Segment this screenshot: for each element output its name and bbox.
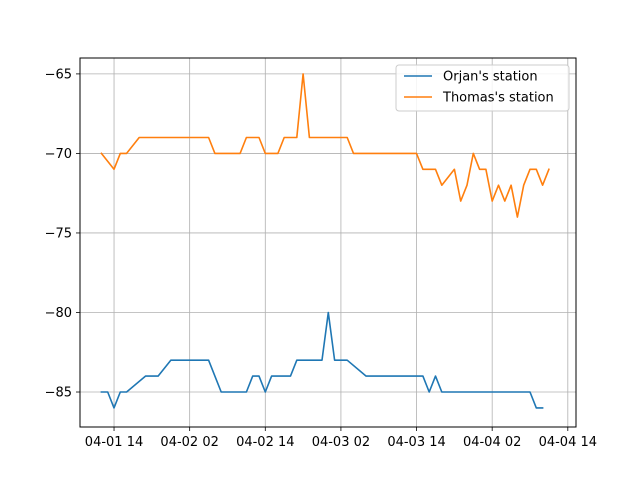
x-axis-ticks: 04-01 14 04-02 02 04-02 14 04-03 02 04-03 14… bbox=[85, 427, 597, 450]
y-tick-label: −75 bbox=[45, 226, 72, 241]
legend: Orjan's station Thomas's station bbox=[395, 64, 570, 112]
plot-frame bbox=[79, 57, 577, 428]
x-tick-label: 04-01 14 bbox=[85, 435, 143, 450]
legend-label-thomas: Thomas's station bbox=[442, 91, 554, 106]
x-tick-label: 04-03 02 bbox=[312, 435, 370, 450]
x-tick-label: 04-04 14 bbox=[539, 435, 597, 450]
legend-box bbox=[395, 64, 570, 112]
y-tick-label: −65 bbox=[45, 67, 72, 82]
x-tick-label: 04-04 02 bbox=[463, 435, 521, 450]
y-tick-label: −80 bbox=[45, 306, 72, 321]
y-tick-label: −70 bbox=[45, 147, 72, 162]
y-tick-label: −85 bbox=[45, 386, 72, 401]
x-tick-label: 04-02 14 bbox=[236, 435, 294, 450]
series-lines bbox=[100, 73, 550, 409]
series-line-1 bbox=[100, 73, 550, 218]
x-tick-label: 04-03 14 bbox=[387, 435, 445, 450]
y-axis-ticks: −65 −70 −75 −80 −85 bbox=[45, 67, 80, 401]
series-line-0 bbox=[100, 311, 544, 409]
grid bbox=[80, 58, 576, 427]
x-tick-label: 04-02 02 bbox=[160, 435, 218, 450]
legend-label-orjan: Orjan's station bbox=[443, 70, 538, 85]
